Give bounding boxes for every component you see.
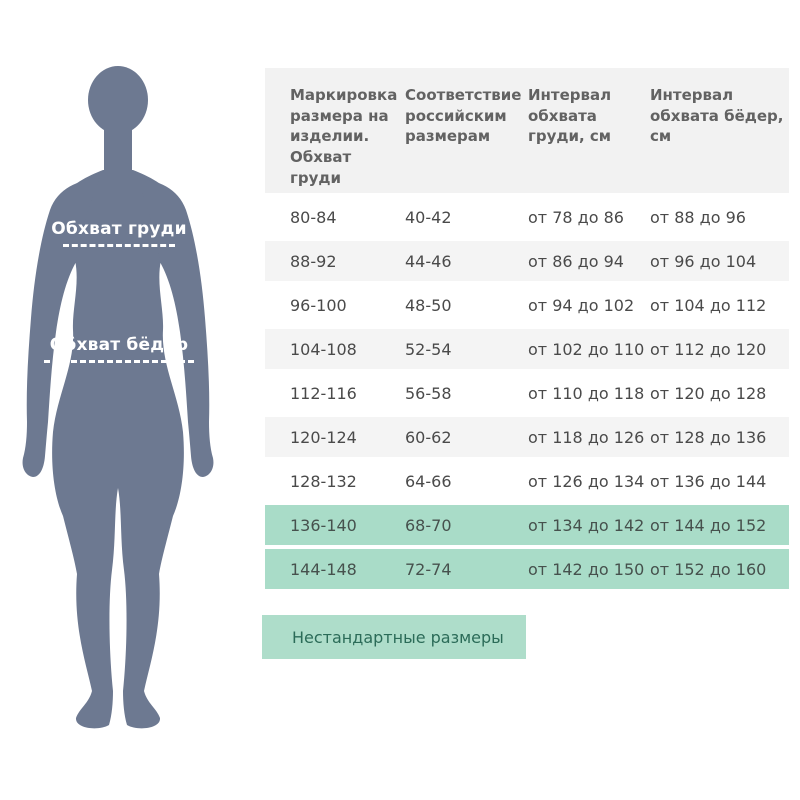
hips-measure-label: Обхват бёдер (49, 335, 189, 355)
table-cell-chest: от 86 до 94 (528, 251, 624, 271)
table-cell-marking: 112-116 (290, 383, 357, 403)
table-cell-marking: 96-100 (290, 295, 347, 315)
table-row: 80-84 40-42 от 78 до 86 от 88 до 96 (265, 197, 789, 237)
chest-measure-dashed-line (63, 244, 175, 247)
table-cell-marking: 88-92 (290, 251, 337, 271)
table-row: 120-124 60-62 от 118 до 126 от 128 до 136 (265, 417, 789, 457)
hips-measure-dashed-line (44, 360, 194, 363)
table-cell-marking: 80-84 (290, 207, 337, 227)
size-table: Маркировка размера на изделии. Обхват гр… (265, 68, 789, 593)
hips-measure: Обхват бёдер (24, 334, 214, 363)
legend-label: Нестандартные размеры (292, 627, 504, 647)
table-cell-russian: 40-42 (405, 207, 452, 227)
table-cell-hips: от 96 до 104 (650, 251, 757, 271)
table-cell-marking: 128-132 (290, 471, 357, 491)
body-figure: Обхват груди Обхват бёдер (2, 60, 238, 736)
table-cell-marking: 104-108 (290, 339, 357, 359)
chest-measure: Обхват груди (28, 218, 210, 247)
table-cell-marking: 144-148 (290, 559, 357, 579)
table-cell-russian: 52-54 (405, 339, 452, 359)
table-cell-russian: 44-46 (405, 251, 452, 271)
table-row: 96-100 48-50 от 94 до 102 от 104 до 112 (265, 285, 789, 325)
table-row: 112-116 56-58 от 110 до 118 от 120 до 128 (265, 373, 789, 413)
female-silhouette-icon (22, 66, 214, 729)
chest-measure-label: Обхват груди (51, 219, 187, 239)
table-cell-russian: 60-62 (405, 427, 452, 447)
table-row: 144-148 72-74 от 142 до 150 от 152 до 160 (265, 549, 789, 589)
table-cell-marking: 136-140 (290, 515, 357, 535)
table-cell-chest: от 94 до 102 (528, 295, 635, 315)
table-cell-russian: 64-66 (405, 471, 452, 491)
column-header-marking: Маркировка размера на изделии. Обхват гр… (290, 86, 398, 187)
table-header-row: Маркировка размера на изделии. Обхват гр… (265, 68, 789, 193)
table-row: 128-132 64-66 от 126 до 134 от 136 до 144 (265, 461, 789, 501)
table-cell-marking: 120-124 (290, 427, 357, 447)
table-cell-chest: от 118 до 126 (528, 427, 645, 447)
table-cell-russian: 56-58 (405, 383, 452, 403)
table-cell-hips: от 88 до 96 (650, 207, 746, 227)
table-cell-chest: от 78 до 86 (528, 207, 624, 227)
table-cell-hips: от 120 до 128 (650, 383, 767, 403)
size-table-body: 80-84 40-42 от 78 до 86 от 88 до 96 88-92 44-… (265, 197, 789, 589)
column-header-chest-interval: Интервал обхвата груди, см (528, 86, 612, 146)
column-header-russian-size: Соответствие российским размерам (405, 86, 522, 146)
table-cell-russian: 68-70 (405, 515, 452, 535)
table-cell-chest: от 102 до 110 (528, 339, 645, 359)
table-cell-hips: от 136 до 144 (650, 471, 767, 491)
table-cell-chest: от 134 до 142 (528, 515, 645, 535)
table-cell-chest: от 110 до 118 (528, 383, 645, 403)
table-cell-hips: от 112 до 120 (650, 339, 767, 359)
table-cell-hips: от 144 до 152 (650, 515, 767, 535)
table-cell-chest: от 126 до 134 (528, 471, 645, 491)
column-header-hips-interval: Интервал обхвата бёдер, см (650, 86, 784, 146)
table-cell-russian: 48-50 (405, 295, 452, 315)
table-cell-russian: 72-74 (405, 559, 452, 579)
table-cell-hips: от 152 до 160 (650, 559, 767, 579)
table-row: 104-108 52-54 от 102 до 110 от 112 до 120 (265, 329, 789, 369)
table-cell-hips: от 104 до 112 (650, 295, 767, 315)
table-row: 136-140 68-70 от 134 до 142 от 144 до 152 (265, 505, 789, 545)
nonstandard-sizes-legend: Нестандартные размеры (262, 615, 526, 659)
table-cell-hips: от 128 до 136 (650, 427, 767, 447)
table-row: 88-92 44-46 от 86 до 94 от 96 до 104 (265, 241, 789, 281)
table-cell-chest: от 142 до 150 (528, 559, 645, 579)
